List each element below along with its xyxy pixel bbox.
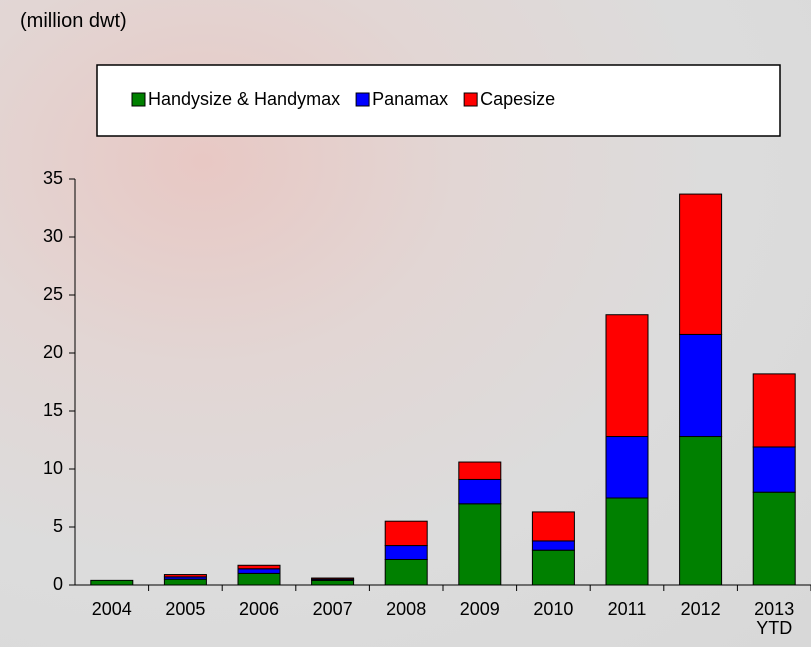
bar-segment (605, 314, 649, 438)
bar-segment (384, 520, 428, 547)
x-tick-label: 2011 (607, 599, 647, 619)
y-tick-label: 10 (43, 458, 63, 478)
y-tick-label: 15 (43, 400, 63, 420)
legend-swatch (355, 92, 370, 107)
bar-segment (531, 511, 575, 542)
bar-segment (311, 577, 355, 580)
bar-segment (679, 193, 723, 335)
x-tick-label: 2012 (680, 599, 721, 619)
bar-segment (605, 497, 649, 586)
y-tick-label: 35 (43, 168, 63, 188)
bar-segment (605, 436, 649, 499)
bar-segment (679, 436, 723, 586)
x-tick-label: 2004 (91, 599, 132, 619)
y-tick-label: 30 (43, 226, 63, 246)
bar-segment (384, 558, 428, 586)
bar-segment (237, 564, 281, 570)
x-tick-label: 2008 (386, 599, 427, 619)
bar-segment (531, 540, 575, 551)
y-tick-label: 0 (53, 574, 63, 594)
bar-segment (237, 568, 281, 574)
x-tick-label: 2013 YTD (754, 599, 795, 638)
bar-segment (531, 549, 575, 586)
bar-segment (90, 579, 134, 586)
bar-segment (163, 578, 207, 586)
x-tick-label: 2006 (238, 599, 280, 619)
y-tick-label: 25 (43, 284, 63, 304)
bar-segment (311, 579, 355, 586)
legend-label: Handysize & Handymax (148, 89, 340, 109)
x-tick-label: 2005 (165, 599, 206, 619)
bar-segment (384, 545, 428, 560)
legend-label: Panamax (372, 89, 448, 109)
legend-box (96, 64, 781, 137)
bar-segment (458, 461, 502, 480)
x-tick-label: 2007 (312, 599, 353, 619)
bar-segment (237, 572, 281, 586)
x-tick-label: 2009 (459, 599, 500, 619)
x-tick-label: 2010 (533, 599, 574, 619)
y-tick-label: 5 (53, 516, 63, 536)
bar-segment (458, 503, 502, 586)
bar-segment (458, 478, 502, 505)
y-axis-label: (million dwt) (20, 10, 127, 32)
bar-segment (752, 446, 796, 493)
y-tick-label: 20 (43, 342, 63, 362)
legend-label: Capesize (480, 89, 555, 109)
bar-segment (752, 491, 796, 586)
bar-segment (163, 574, 207, 578)
legend-swatch (131, 92, 146, 107)
bar-segment (679, 333, 723, 438)
legend-swatch (463, 92, 478, 107)
bar-segment (752, 373, 796, 448)
